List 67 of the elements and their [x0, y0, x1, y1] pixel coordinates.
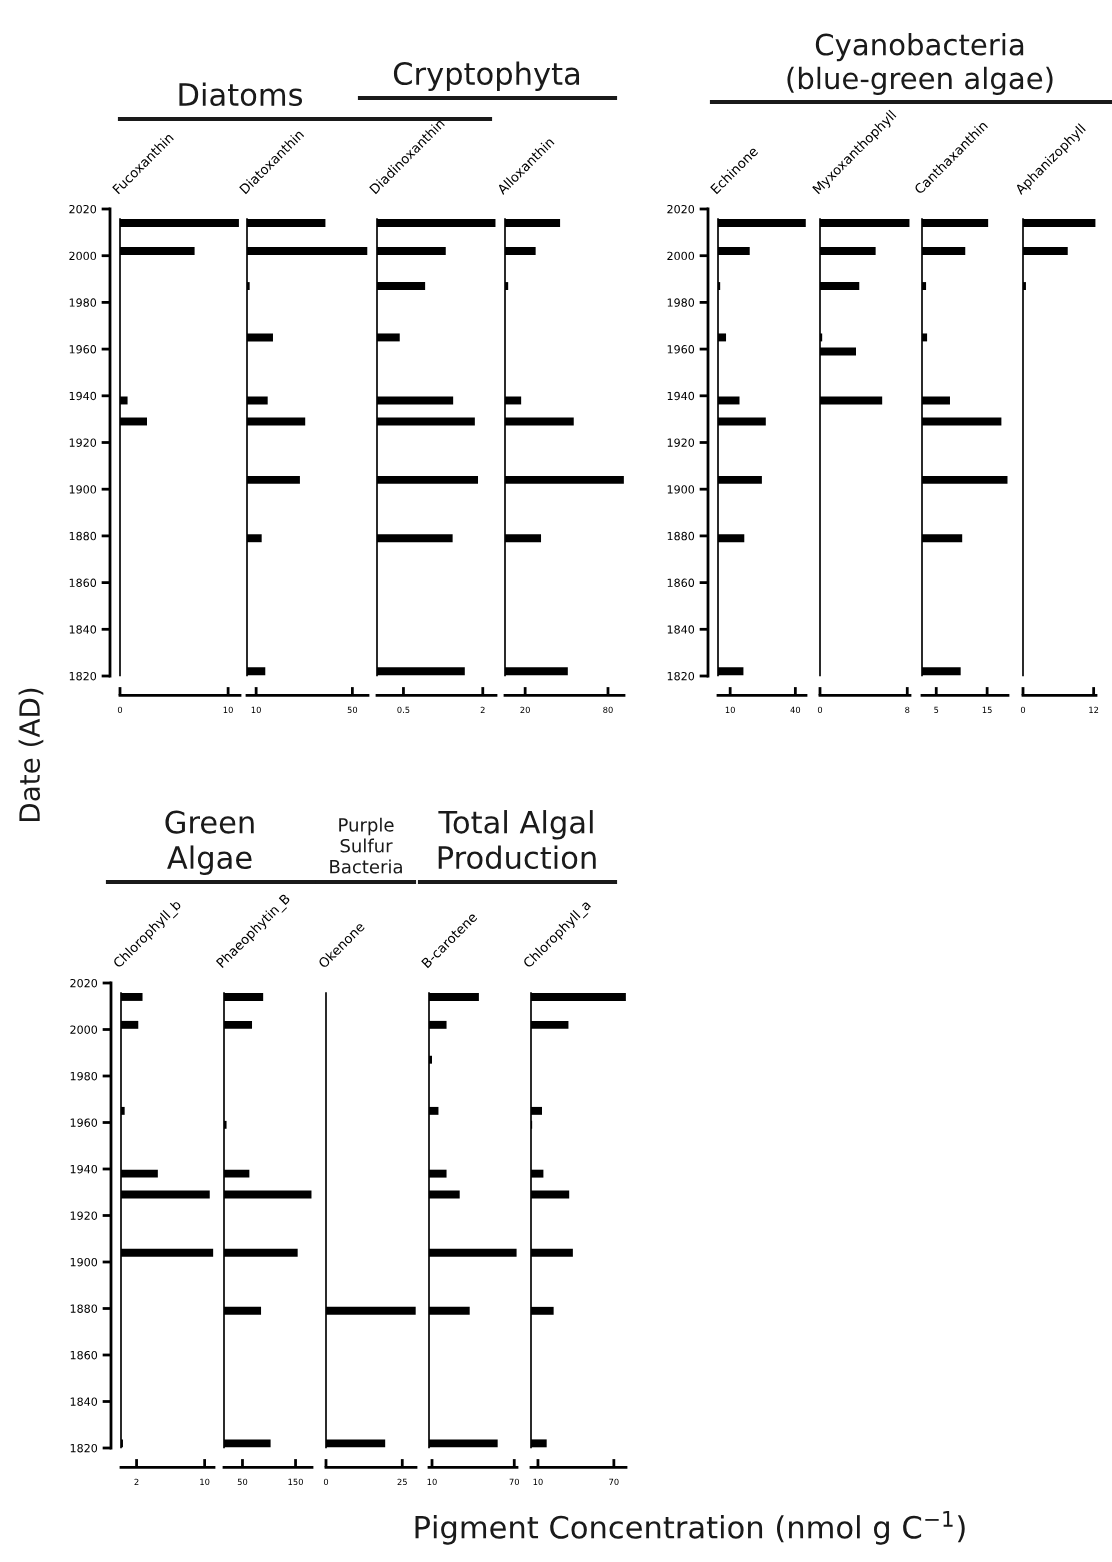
y-tick-label: 1920 [667, 438, 695, 447]
y-tick-label: 1980 [70, 1071, 98, 1081]
text: Cryptophyta [393, 61, 580, 91]
x-tick-label: 20 [520, 706, 530, 714]
text: Purple Sulfur Bacteria [330, 817, 402, 874]
y-tick-label: 1900 [69, 485, 97, 494]
x-tick-label: 25 [397, 1478, 407, 1486]
y-tick-label: 1820 [69, 671, 97, 681]
x-tick-label: 5 [934, 706, 939, 714]
y-tick-label: 1960 [667, 345, 695, 354]
y-tick-label: 2000 [667, 251, 695, 261]
x-tick-label: 10 [223, 706, 233, 714]
y-tick-label: 1820 [70, 1443, 98, 1453]
x-tick-label: 10 [200, 1478, 210, 1486]
y-tick-label: 1840 [69, 625, 97, 634]
text: Total Algal Production [438, 810, 596, 870]
y-tick-label: 1860 [69, 578, 97, 587]
y-tick-label: 1900 [70, 1257, 98, 1267]
y-tick-label: 1940 [69, 391, 97, 401]
x-tick-label: 50 [347, 706, 358, 714]
y-tick-label: 1960 [70, 1118, 98, 1127]
y-tick-label: 1920 [69, 438, 97, 447]
x-tick-label: 12 [1089, 706, 1099, 713]
y-tick-label: 1840 [667, 625, 695, 634]
x-tick-label: 70 [509, 1478, 520, 1486]
y-tick-label: 1980 [667, 298, 695, 307]
x-tick-label: 0 [1020, 706, 1026, 714]
y-tick-label: 1840 [70, 1397, 98, 1406]
y-tick-label: 1960 [69, 345, 97, 354]
x-tick-label: 10 [427, 1478, 437, 1486]
x-tick-label: 70 [609, 1478, 619, 1486]
x-axis-title: Pigment Concentration (nmol g C$^{−1}$) [415, 1511, 965, 1545]
text: Diatoms [179, 82, 303, 107]
y-tick-label: 1820 [667, 671, 695, 681]
y-tick-label: 1940 [70, 1164, 98, 1174]
x-tick-label: 0 [817, 706, 823, 714]
y-axis-title: Date (AD) [18, 688, 44, 821]
text: Green Algae [165, 810, 254, 875]
x-tick-label: 50 [237, 1478, 248, 1486]
x-tick-label: 80 [603, 706, 613, 714]
x-tick-label: 15 [982, 706, 992, 714]
y-tick-label: 1880 [69, 531, 97, 541]
y-tick-label: 2020 [667, 204, 695, 214]
x-tick-label: 150 [288, 1478, 303, 1486]
y-tick-label: 2020 [69, 204, 97, 214]
x-tick-label: 10 [251, 706, 261, 714]
x-tick-label: 10 [725, 706, 735, 714]
y-tick-label: 1900 [667, 485, 695, 494]
x-tick-label: 10 [533, 1478, 543, 1486]
y-tick-label: 2020 [70, 978, 98, 988]
x-tick-label: 0.5 [397, 706, 410, 714]
y-tick-label: 1980 [69, 298, 97, 307]
text: Cyanobacteria (blue-green algae) [787, 33, 1053, 95]
x-tick-label: 0 [117, 706, 123, 714]
x-tick-label: 40 [790, 706, 801, 714]
x-tick-label: 0 [323, 1478, 329, 1486]
x-tick-label: 2 [134, 1478, 139, 1485]
y-tick-label: 1880 [667, 531, 695, 541]
x-tick-label: 2 [480, 706, 485, 713]
y-tick-label: 2000 [70, 1025, 98, 1034]
y-tick-label: 1880 [70, 1304, 98, 1313]
y-tick-label: 1860 [667, 578, 695, 587]
y-tick-label: 1860 [70, 1350, 98, 1360]
y-tick-label: 1920 [70, 1211, 98, 1220]
y-tick-label: 2000 [69, 251, 97, 261]
x-tick-label: 8 [905, 706, 910, 714]
y-tick-label: 1940 [667, 391, 695, 401]
